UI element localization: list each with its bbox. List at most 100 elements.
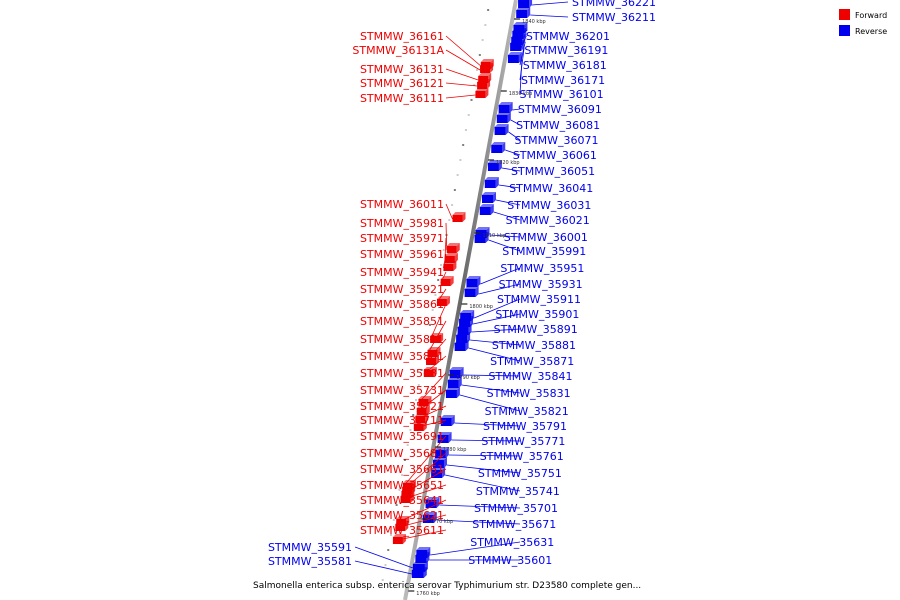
gene-block bbox=[445, 387, 460, 398]
gene-leader bbox=[430, 541, 521, 556]
gene-block bbox=[443, 261, 457, 271]
gene-leader bbox=[459, 394, 521, 412]
gene-leader bbox=[427, 320, 447, 355]
gene-block bbox=[444, 253, 458, 263]
gene-leader bbox=[448, 454, 521, 457]
forward-gene-label: STMMW_36121 bbox=[360, 77, 444, 90]
gene-leader bbox=[463, 374, 521, 377]
gene-leader bbox=[495, 199, 521, 206]
forward-gene-label: STMMW_35781 bbox=[360, 367, 444, 380]
gene-block bbox=[411, 567, 427, 578]
gene-leader bbox=[471, 328, 521, 333]
gene-leader bbox=[505, 149, 521, 156]
gene-block bbox=[415, 552, 430, 563]
gene-block bbox=[482, 192, 496, 203]
gene-leader bbox=[401, 468, 447, 496]
gene-block bbox=[434, 447, 449, 458]
gene-block bbox=[418, 396, 432, 406]
gene-leader bbox=[474, 298, 521, 319]
gene-leader bbox=[445, 203, 453, 220]
gene-leader bbox=[445, 68, 479, 81]
gene-leader bbox=[512, 108, 521, 111]
forward-gene-label: STMMW_35681 bbox=[360, 447, 444, 460]
gene-leader bbox=[402, 435, 447, 488]
gene-block bbox=[447, 377, 462, 388]
forward-gene-label: STMMW_35641 bbox=[360, 494, 444, 507]
reverse-gene-label: STMMW_35671 bbox=[472, 518, 556, 531]
reverse-gene-label: STMMW_36171 bbox=[521, 74, 605, 87]
forward-gene-label: STMMW_35651 bbox=[360, 479, 444, 492]
gene-leader bbox=[354, 560, 412, 575]
gene-block bbox=[452, 212, 466, 222]
scale-label: 1770 kbp bbox=[430, 519, 454, 525]
gene-leader bbox=[445, 82, 478, 87]
gene-leader bbox=[478, 283, 521, 295]
forward-gene-label: STMMW_35721 bbox=[360, 400, 444, 413]
scale-label: 1830 kbp bbox=[509, 91, 533, 97]
forward-gene-label: STMMW_35711 bbox=[360, 414, 444, 427]
legend-reverse-swatch bbox=[839, 25, 850, 36]
gene-leader bbox=[446, 464, 521, 474]
legend-forward-swatch bbox=[839, 9, 850, 20]
gene-leader bbox=[436, 519, 521, 525]
gene-leader bbox=[468, 347, 521, 362]
forward-gene-label: STMMW_35981 bbox=[360, 217, 444, 230]
reverse-gene-label: STMMW_35991 bbox=[502, 245, 586, 258]
gene-block bbox=[494, 124, 509, 135]
gene-leader bbox=[423, 355, 447, 375]
reverse-gene-label: STMMW_35581 bbox=[268, 555, 352, 568]
reverse-gene-label: STMMW_36061 bbox=[513, 149, 597, 162]
gene-block bbox=[466, 276, 481, 287]
gene-block bbox=[480, 63, 494, 73]
forward-gene-label: STMMW_35731 bbox=[360, 384, 444, 397]
reverse-gene-label: STMMW_35831 bbox=[487, 387, 571, 400]
gene-block bbox=[484, 177, 499, 188]
reverse-gene-label: STMMW_36031 bbox=[507, 199, 591, 212]
reverse-gene-label: STMMW_35701 bbox=[474, 502, 558, 515]
gene-leader bbox=[413, 419, 447, 429]
forward-gene-label: STMMW_35941 bbox=[360, 266, 444, 279]
forward-gene-label: STMMW_35801 bbox=[360, 350, 444, 363]
gene-leader bbox=[429, 303, 447, 341]
chromosome-axis bbox=[403, 0, 518, 600]
legend-forward-label: Forward bbox=[855, 11, 887, 20]
gene-block bbox=[475, 88, 489, 98]
gene-block bbox=[498, 102, 513, 113]
gene-leader bbox=[461, 384, 521, 394]
gene-leader bbox=[530, 14, 569, 18]
forward-gene-label: STMMW_36131 bbox=[360, 63, 444, 76]
gene-leader bbox=[519, 35, 527, 51]
gene-leader bbox=[519, 41, 526, 66]
gene-leader bbox=[472, 313, 521, 325]
gene-block bbox=[491, 142, 506, 153]
gene-leader bbox=[443, 253, 447, 269]
reverse-gene-label: STMMW_36021 bbox=[506, 214, 590, 227]
forward-gene-label: STMMW_35611 bbox=[360, 524, 444, 537]
scale-label: 1800 kbp bbox=[469, 304, 493, 310]
gene-block bbox=[454, 340, 469, 351]
gene-leader bbox=[480, 267, 521, 285]
scale-label: 1840 kbp bbox=[522, 19, 546, 25]
legend-reverse-label: Reverse bbox=[855, 27, 887, 36]
forward-gene-label: STMMW_36111 bbox=[360, 92, 444, 105]
gene-block bbox=[477, 79, 491, 89]
gene-block bbox=[479, 204, 494, 215]
forward-gene-label: STMMW_35971 bbox=[360, 232, 444, 245]
reverse-gene-label: STMMW_36041 bbox=[509, 182, 593, 195]
gene-leader bbox=[451, 439, 521, 442]
reverse-gene-label: STMMW_35751 bbox=[478, 467, 562, 480]
reverse-gene-label: STMMW_35931 bbox=[499, 278, 583, 291]
gene-block bbox=[518, 0, 533, 8]
gene-leader bbox=[439, 504, 521, 509]
reverse-gene-label: STMMW_36221 bbox=[572, 0, 656, 9]
gene-block bbox=[487, 160, 502, 171]
scale-label: 1760 kbp bbox=[416, 591, 440, 597]
reverse-gene-label: STMMW_36071 bbox=[514, 134, 598, 147]
forward-gene-label: STMMW_35961 bbox=[360, 248, 444, 261]
forward-gene-label: STMMW_35691 bbox=[360, 430, 444, 443]
gene-leader bbox=[392, 529, 447, 542]
gene-leader bbox=[519, 59, 523, 95]
gene-leader bbox=[501, 167, 521, 172]
reverse-gene-label: STMMW_36081 bbox=[516, 119, 600, 132]
